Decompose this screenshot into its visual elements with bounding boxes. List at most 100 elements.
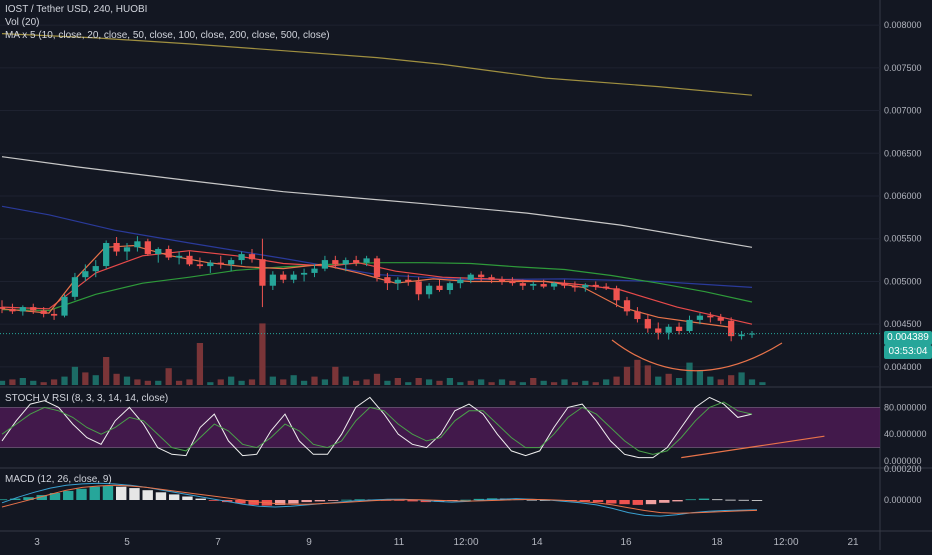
macd-histogram-bar (0, 499, 8, 501)
candle-body (290, 274, 297, 280)
volume-bar (748, 379, 756, 385)
volume-bar (332, 366, 339, 385)
candle-body (50, 313, 58, 316)
volume-bar (19, 378, 26, 385)
volume-bar (738, 372, 745, 385)
price-tick-label: 0.005000 (884, 276, 922, 286)
candle-body (738, 334, 745, 337)
macd-histogram-bar (288, 500, 299, 504)
volume-bar (467, 380, 474, 385)
macd-histogram-bar (208, 500, 220, 501)
candle-body (394, 279, 401, 284)
volume-bar (457, 382, 464, 385)
volume-bar (561, 379, 568, 385)
candle-body (175, 255, 183, 258)
volume-bar (61, 376, 68, 385)
stoch-tick-label: 40.000000 (884, 429, 927, 439)
candle-body (498, 279, 506, 282)
candle-body (9, 308, 16, 312)
macd-histogram-bar (592, 500, 604, 503)
volume-bar (571, 382, 579, 385)
time-tick-label: 5 (124, 537, 130, 548)
volume-bar (280, 379, 287, 385)
candle-body (103, 243, 110, 267)
candle-body (425, 285, 433, 295)
macd-histogram-bar (645, 500, 657, 505)
candle-body (707, 315, 714, 318)
candle-body (717, 317, 724, 321)
candle-body (748, 333, 756, 335)
price-tick-label: 0.006500 (884, 148, 922, 158)
candle-body (530, 284, 537, 286)
volume-bar (259, 323, 266, 385)
candle-body (19, 307, 26, 312)
candle-body (61, 296, 68, 316)
macd-histogram-bar (129, 488, 140, 500)
price-tick-label: 0.004000 (884, 362, 922, 372)
volume-bar (144, 380, 151, 385)
macd-histogram-bar (685, 499, 696, 501)
candle-body (40, 310, 47, 314)
stoch-tick-label: 0.000000 (884, 456, 922, 466)
candle-body (675, 326, 683, 332)
macd-histogram-bar (63, 490, 74, 500)
time-tick-label: 18 (711, 537, 723, 548)
macd-histogram-bar (89, 486, 100, 500)
price-tick-label: 0.004500 (884, 319, 922, 329)
macd-histogram-bar (539, 500, 551, 501)
candle-body (238, 254, 245, 261)
moving-average-line (1, 156, 753, 248)
macd-histogram-bar (102, 486, 114, 500)
macd-histogram-bar (235, 500, 246, 504)
macd-legend[interactable]: MACD (12, 26, close, 9) (5, 474, 112, 485)
candle-body (165, 248, 172, 258)
volume-bar (759, 382, 766, 385)
candle-body (217, 262, 224, 265)
macd-histogram-bar (579, 500, 591, 502)
volume-bar (582, 380, 589, 385)
rsi-band (0, 407, 880, 448)
candle-body (603, 286, 610, 289)
ma-legend[interactable]: MA x 5 (10, close, 20, close, 50, close,… (5, 30, 330, 41)
candle-body (665, 326, 672, 333)
candle-body (186, 255, 193, 265)
volume-bar (30, 380, 37, 385)
candle-body (353, 260, 360, 263)
time-tick-label: 12:00 (453, 537, 478, 548)
candle-body (363, 258, 370, 263)
candle-body (259, 259, 266, 286)
macd-histogram-bar (725, 499, 736, 501)
macd-histogram-bar (420, 500, 432, 503)
candle-body (519, 283, 526, 286)
volume-bar (311, 376, 318, 385)
symbol-legend[interactable]: IOST / Tether USD, 240, HUOBI (5, 4, 148, 15)
macd-histogram-bar (327, 500, 339, 501)
candle-body (113, 243, 120, 252)
candle-body (613, 288, 620, 301)
volume-bar (175, 380, 183, 385)
time-tick-label: 16 (620, 537, 632, 548)
macd-histogram-bar (274, 500, 286, 505)
volume-bar (321, 379, 329, 385)
volume-bar (300, 380, 308, 385)
candle-body (478, 274, 485, 278)
volume-legend[interactable]: Vol (20) (5, 17, 40, 28)
cup-pattern-drawing (611, 339, 783, 372)
volume-bar (686, 362, 693, 385)
macd-histogram-bar (23, 497, 34, 500)
volume-bar (342, 376, 349, 385)
macd-histogram-bar (116, 486, 127, 500)
candle-body (457, 279, 464, 284)
candle-body (321, 260, 329, 269)
time-tick-label: 12:00 (773, 537, 798, 548)
macd-histogram-bar (182, 496, 193, 500)
volume-bar (540, 380, 547, 385)
volume-bar (488, 382, 495, 385)
volume-bar (228, 376, 235, 385)
volume-bar (248, 379, 256, 385)
stoch-rsi-legend[interactable]: STOCH V RSI (8, 3, 3, 14, 14, close) (5, 393, 169, 404)
stoch-tick-label: 80.000000 (884, 402, 927, 412)
macd-histogram-bar (10, 498, 21, 500)
